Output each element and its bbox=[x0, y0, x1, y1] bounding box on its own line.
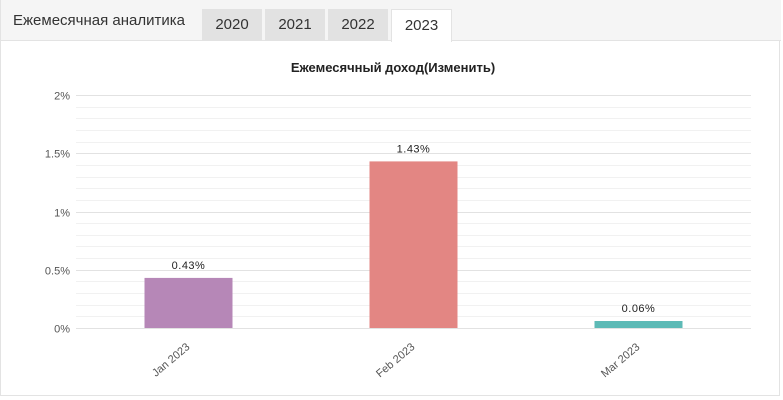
data-label: 1.43% bbox=[397, 143, 431, 155]
tab-2020[interactable]: 2020 bbox=[202, 9, 262, 41]
x-tick-label: Feb 2023 bbox=[374, 341, 417, 380]
tab-2021[interactable]: 2021 bbox=[265, 9, 325, 41]
x-tick-label: Jan 2023 bbox=[150, 341, 192, 379]
widget-title: Ежемесячная аналитика bbox=[13, 12, 185, 29]
y-axis-ticks: 0% 0.5% 1% 1.5% 2% bbox=[45, 91, 70, 336]
bars bbox=[144, 161, 683, 328]
tab-2023[interactable]: 2023 bbox=[391, 9, 452, 42]
y-tick-label: 1% bbox=[54, 208, 70, 220]
bar-mar-2023[interactable] bbox=[594, 321, 683, 328]
data-label: 0.43% bbox=[172, 260, 206, 272]
bar-feb-2023[interactable] bbox=[369, 161, 458, 328]
y-tick-label: 2% bbox=[54, 91, 70, 103]
chart-title: Ежемесячный доход(Изменить) bbox=[291, 60, 495, 75]
y-tick-label: 1.5% bbox=[45, 149, 70, 161]
data-label: 0.06% bbox=[622, 303, 656, 315]
x-tick-label: Mar 2023 bbox=[599, 341, 642, 380]
bar-jan-2023[interactable] bbox=[144, 277, 233, 328]
x-axis-ticks: Jan 2023 Feb 2023 Mar 2023 bbox=[150, 341, 642, 380]
y-tick-label: 0.5% bbox=[45, 266, 70, 278]
data-labels: 0.43% 1.43% 0.06% bbox=[172, 143, 656, 315]
tab-2022[interactable]: 2022 bbox=[328, 9, 388, 41]
tab-bar: Ежемесячная аналитика 2020 2021 2022 202… bbox=[1, 0, 781, 42]
y-tick-label: 0% bbox=[54, 324, 70, 336]
